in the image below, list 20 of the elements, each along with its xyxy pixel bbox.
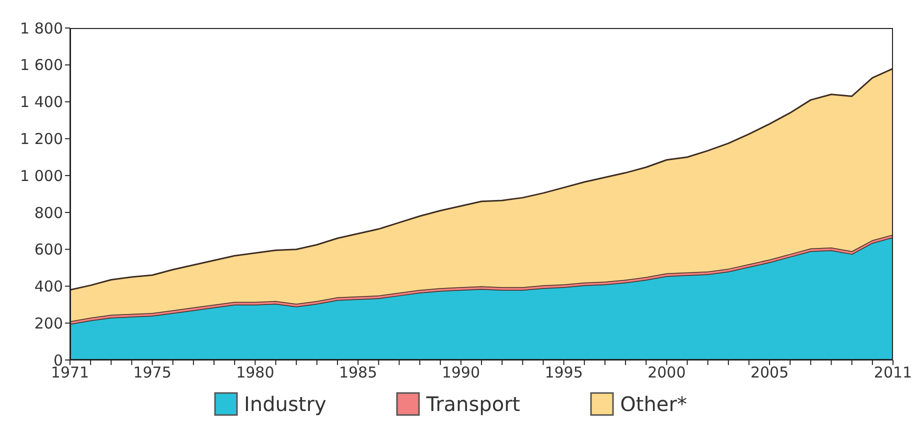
x-tick-label: 1990	[442, 364, 480, 382]
legend-label: Industry	[244, 392, 326, 416]
y-tick-label: 1 000	[20, 166, 63, 185]
x-tick-label: 2005	[750, 364, 789, 382]
y-tick-label: 600	[34, 240, 63, 259]
y-tick-label: 1 200	[20, 130, 63, 148]
y-tick-label: 200	[34, 314, 63, 332]
x-tick-label: 2011	[874, 364, 912, 382]
y-tick-label: 400	[34, 278, 63, 296]
x-tick-label: 1985	[338, 364, 378, 382]
legend-label: Transport	[426, 392, 520, 416]
y-tick-label: 1 600	[20, 56, 63, 74]
x-tick-label: 1980	[236, 364, 274, 382]
x-tick-label: 1975	[133, 364, 172, 382]
x-tick-label: 1995	[544, 364, 583, 382]
legend-label: Other*	[620, 392, 687, 416]
y-tick-label: 1 400	[20, 93, 63, 112]
y-tick-label: 1 800	[20, 19, 63, 38]
y-tick-label: 800	[34, 204, 63, 222]
x-tick-label: 2000	[648, 364, 686, 382]
